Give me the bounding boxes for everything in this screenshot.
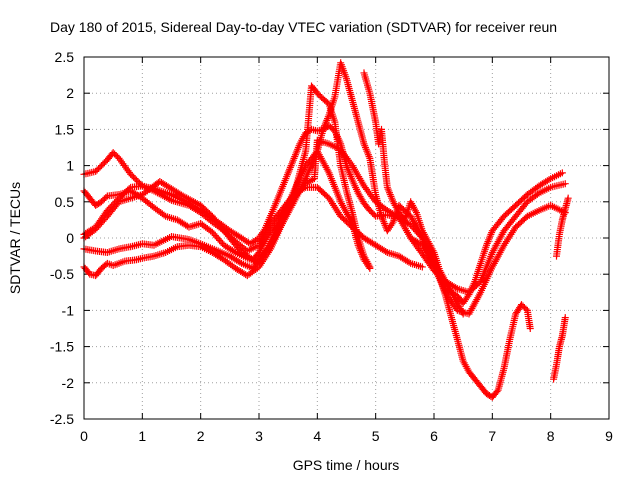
y-tick-label: 2 (66, 85, 74, 101)
y-tick-label: 0.5 (55, 194, 75, 210)
data-point (370, 211, 378, 219)
x-tick-label: 5 (372, 428, 380, 444)
data-point (452, 284, 460, 292)
data-point (561, 180, 569, 188)
x-tick-labels: 0 1 2 3 4 5 6 7 8 9 (80, 428, 613, 444)
grid (84, 57, 609, 419)
series-6 (360, 69, 467, 318)
data-series (80, 59, 572, 401)
chart-title: Day 180 of 2015, Sidereal Day-to-day VTE… (50, 19, 557, 35)
y-tick-label: 1.5 (55, 121, 75, 137)
series-10 (553, 194, 572, 260)
data-point (459, 310, 467, 318)
data-point (160, 211, 168, 219)
x-tick-label: 4 (313, 428, 321, 444)
x-tick-label: 1 (138, 428, 146, 444)
y-tick-label: 0 (66, 230, 74, 246)
data-point (236, 258, 244, 266)
data-point (545, 176, 553, 184)
data-point (558, 169, 566, 177)
data-point (125, 185, 133, 193)
data-point (561, 314, 569, 322)
data-point (533, 190, 541, 198)
data-point (405, 258, 413, 266)
data-point (366, 264, 374, 272)
y-tick-label: -1 (62, 302, 75, 318)
series-8 (407, 234, 534, 401)
axis-ticks (83, 56, 610, 420)
x-tick-label: 3 (255, 428, 263, 444)
plot-frame (83, 56, 610, 420)
data-point (564, 194, 572, 202)
data-point (382, 247, 390, 255)
data-point (230, 247, 238, 255)
y-tick-label: -1.5 (50, 339, 74, 355)
data-point (418, 263, 426, 271)
series-7 (80, 182, 426, 271)
data-point (300, 184, 308, 192)
x-tick-label: 0 (80, 428, 88, 444)
x-tick-label: 8 (547, 428, 555, 444)
x-axis-label: GPS time / hours (293, 457, 400, 473)
data-point (526, 325, 534, 332)
x-tick-label: 7 (488, 428, 496, 444)
y-axis-label: SDTVAR / TECUs (7, 182, 23, 294)
x-tick-label: 2 (197, 428, 205, 444)
series-1 (80, 122, 566, 307)
y-tick-label: 2.5 (55, 49, 75, 65)
x-tick-label: 9 (605, 428, 613, 444)
y-tick-labels: -2.5 -2 -1.5 -1 -0.5 0 0.5 1 1.5 2 2.5 (50, 49, 74, 427)
y-tick-label: -2 (62, 375, 75, 391)
y-tick-label: 1 (66, 158, 74, 174)
data-point (102, 193, 110, 201)
y-tick-label: -2.5 (50, 411, 74, 427)
data-point (493, 387, 501, 395)
y-tick-label: -0.5 (50, 266, 74, 282)
x-tick-label: 6 (430, 428, 438, 444)
series-9 (550, 314, 569, 383)
